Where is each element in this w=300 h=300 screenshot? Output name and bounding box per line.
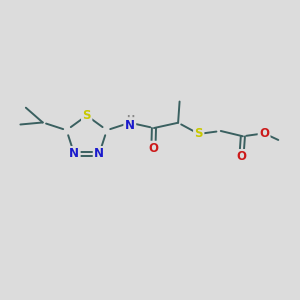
Text: N: N <box>69 147 79 161</box>
Text: O: O <box>236 150 246 164</box>
Text: O: O <box>148 142 158 155</box>
Text: N: N <box>94 147 104 161</box>
Text: O: O <box>259 127 269 140</box>
Text: S: S <box>82 109 91 122</box>
Text: S: S <box>194 128 203 140</box>
Text: H: H <box>126 115 134 125</box>
Text: N: N <box>125 118 135 132</box>
